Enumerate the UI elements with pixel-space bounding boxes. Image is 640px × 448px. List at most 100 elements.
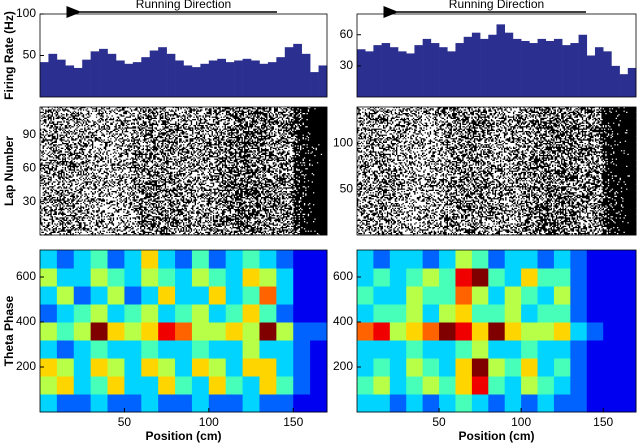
heat-cell [603, 376, 621, 395]
x-tick-label: 50 [118, 415, 132, 429]
heat-cell [389, 358, 407, 377]
panel: 50 100 [333, 106, 637, 236]
heat-cell [439, 340, 456, 359]
bar [570, 43, 579, 97]
spike-raster [357, 107, 637, 236]
heat-cell [208, 286, 227, 305]
heat-cell [225, 304, 244, 323]
heat-cell [504, 322, 522, 341]
heat-cell [242, 304, 260, 323]
heat-cell [191, 304, 210, 323]
heat-cell [191, 394, 210, 413]
heat-cell [90, 304, 109, 323]
heat-cell [293, 376, 311, 395]
bar [56, 59, 66, 97]
heat-cell [488, 340, 506, 359]
heat-cell [310, 340, 328, 359]
heat-cell [537, 268, 555, 287]
heat-cell [276, 286, 294, 305]
heat-cell [603, 394, 621, 413]
heat-cell [455, 376, 473, 395]
y-tick-label: 400 [333, 314, 353, 328]
heat-cell [40, 250, 58, 269]
heat-cell [242, 358, 260, 377]
heat-cell [603, 250, 621, 269]
heat-cell [259, 250, 277, 269]
heat-cell [40, 304, 58, 323]
heat-cell [357, 394, 374, 413]
heat-cell [259, 322, 277, 341]
axes-box [356, 13, 637, 98]
bar [293, 43, 302, 97]
bar [158, 47, 167, 97]
heat-cell [455, 286, 473, 305]
bar [447, 51, 456, 97]
heat-cell [56, 322, 75, 341]
bar [132, 62, 142, 97]
heat-cell [56, 268, 75, 287]
heat-cell [488, 268, 506, 287]
heat-cell [406, 340, 424, 359]
heat-cell [293, 322, 311, 341]
heat-cell [553, 376, 571, 395]
heat-cell [225, 250, 244, 269]
heat-cell [141, 250, 159, 269]
heat-cell [422, 250, 440, 269]
bar [267, 62, 277, 97]
heat-cell [619, 340, 637, 359]
heat-cell [242, 340, 260, 359]
bar [225, 62, 235, 97]
annotation: Running Direction [136, 0, 231, 11]
heat-cell [276, 394, 294, 413]
heat-cell [619, 250, 637, 269]
heat-cell [373, 340, 391, 359]
heat-cell [553, 358, 571, 377]
heat-cell [570, 358, 588, 377]
heat-cell [56, 340, 75, 359]
bar [217, 58, 227, 97]
heat-cell [40, 268, 58, 287]
heat-cell [40, 322, 58, 341]
y-tick-label: 50 [340, 181, 354, 195]
heat-cell [357, 268, 374, 287]
bar [537, 38, 547, 97]
bar [73, 67, 83, 97]
heat-cell [471, 358, 489, 377]
heat-cell [406, 376, 424, 395]
heat-cell [276, 376, 294, 395]
bar [381, 43, 391, 97]
heat-cell [619, 322, 637, 341]
bar [242, 58, 252, 97]
heat-cell [73, 358, 92, 377]
heat-cell [40, 358, 58, 377]
heat-cell [175, 322, 193, 341]
heat-cell [619, 268, 637, 287]
bar [259, 63, 269, 97]
heat-cell [158, 376, 176, 395]
axes-box [356, 249, 637, 413]
heat-cell [422, 304, 440, 323]
heat-cell [276, 250, 294, 269]
heat-cell [73, 322, 92, 341]
bar [82, 59, 91, 97]
y-tick-label: 200 [333, 359, 353, 373]
bar [611, 65, 620, 97]
heat-cell [276, 358, 294, 377]
bar [301, 53, 311, 97]
y-tick-label: 100 [333, 136, 353, 150]
heat-cell [124, 250, 142, 269]
bar [439, 47, 448, 97]
heat-cell [521, 340, 539, 359]
heat-cell [191, 322, 210, 341]
heat-cell [389, 376, 407, 395]
heat-cell [553, 250, 571, 269]
heat-cell [293, 358, 311, 377]
heat-cell [124, 340, 142, 359]
heat-cell [537, 304, 555, 323]
heat-cell [619, 394, 637, 413]
heat-cell [488, 358, 506, 377]
heat-cell [471, 394, 489, 413]
heat-cell [389, 394, 407, 413]
y-tick-label: 200 [16, 359, 36, 373]
